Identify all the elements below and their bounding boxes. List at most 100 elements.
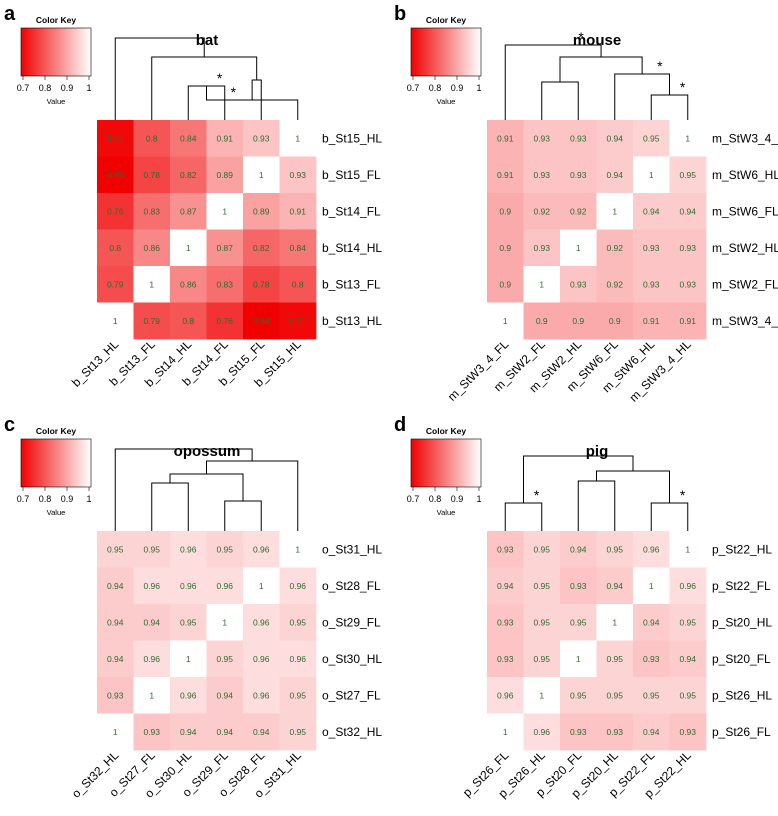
heatmap-cell [669,120,707,157]
heatmap-mouse: 0.91 0.93 0.93 0.94 0.95 10.91 0.93 0.93 0.94 1 0.… [487,120,707,340]
cell-value-label: 0.96 [643,544,660,554]
cell-value-label: 0.93 [497,617,514,627]
heatmap-cell [97,531,134,568]
heatmap-cell [279,266,317,303]
cell-value-label: 0.8 [109,243,121,253]
heatmap-cell [170,640,207,678]
cell-value-label: 0.9 [609,316,621,326]
dendrogram-branch [151,56,258,120]
heatmap-cell [133,713,171,751]
color-key-tick-label: 0.8 [429,494,442,504]
heatmap-cell [279,567,317,605]
heatmap-cell [596,120,634,157]
cell-value-label: 0.68 [107,170,124,180]
heatmap-cell [243,266,280,303]
heatmap-cell [170,302,207,340]
heatmap-cell [170,120,207,157]
cell-value-label: 0.95 [289,727,306,737]
cell-value-label: 0.96 [679,581,696,591]
heatmap-cell [669,193,707,230]
dendrogram-branch [614,73,670,120]
dendrogram-branch [504,44,602,120]
cell-value-label: 0.91 [679,316,696,326]
cell-value-label: 0.91 [497,133,514,143]
dendrogram-branch [650,94,689,120]
color-key-tick-label: 0.9 [61,494,74,504]
cell-value-label: 0.94 [216,690,233,700]
cell-value-label: 0.94 [606,581,623,591]
heatmap-cell [206,531,244,568]
row-label: m_StW3_4_HL [712,131,778,145]
heatmap-cell [279,156,317,194]
cell-value-label: 0.92 [533,206,550,216]
cell-value-label: 1 [259,581,264,591]
cell-value-label: 0.93 [679,279,696,289]
heatmap-cell [560,677,597,714]
cell-value-label: 1 [295,544,300,554]
cell-value-label: 0.94 [107,617,124,627]
heatmap-cell [487,713,524,751]
heatmap-cell [97,677,134,714]
heatmap-cell [523,567,561,605]
heatmap-cell [596,302,634,340]
cell-value-label: 0.95 [679,617,696,627]
significance-star: * [231,84,237,100]
heatmap-cell [560,193,597,230]
row-label: b_St14_HL [322,241,382,255]
heatmap-cell [523,302,561,340]
panel-label-opossum: c [4,414,15,436]
color-key-tick-label: 0.9 [61,83,74,93]
heatmap-cell [523,193,561,230]
cell-value-label: 0.94 [679,206,696,216]
cell-value-label: 0.82 [180,170,197,180]
heatmap-cell [523,229,561,267]
heatmap-cell [669,677,707,714]
cell-value-label: 0.96 [253,544,270,554]
cell-value-label: 0.94 [643,727,660,737]
cell-value-label: 0.93 [497,654,514,664]
color-key-tick-label: 0.9 [451,83,464,93]
heatmap-cell [170,156,207,194]
heatmap-cell [279,229,317,267]
cell-value-label: 0.84 [180,133,197,143]
color-key-value-label: Value [47,508,66,517]
heatmap-cell [487,229,524,267]
heatmap-cell [633,713,670,751]
heatmap-cell [560,120,597,157]
cell-value-label: 0.96 [289,654,306,664]
heatmap-cell [206,640,244,678]
significance-star: * [680,79,686,95]
heatmap-cell [97,229,134,267]
cell-value-label: 1 [612,206,617,216]
heatmap-cell [206,604,244,641]
row-label: m_StW3_4_FL [712,314,778,328]
cell-value-label: 0.96 [216,581,233,591]
heatmap-cell [243,229,280,267]
heatmap-cell [243,567,280,605]
dendrogram-mouse [504,44,689,120]
cell-value-label: 1 [113,727,118,737]
cell-value-label: 0.82 [253,243,270,253]
heatmap-cell [596,604,634,641]
cell-value-label: 1 [649,170,654,180]
color-key-tick-label: 1 [476,494,481,504]
color-key-value-label: Value [437,508,456,517]
chart-title-bat: bat [196,32,219,49]
heatmap-cell [97,193,134,230]
heatmap-cell [669,531,707,568]
dendrogram-branch [650,502,689,531]
cell-value-label: 0.93 [570,133,587,143]
dendrogram-bat [114,37,299,120]
heatmap-cell [560,266,597,303]
cell-value-label: 0.95 [180,617,197,627]
cell-value-label: 0.93 [289,170,306,180]
heatmap-cell [133,302,171,340]
color-key-bar [20,438,92,488]
heatmap-cell [523,713,561,751]
cell-value-label: 1 [539,690,544,700]
heatmap-cell [97,156,134,194]
heatmap-cell [596,266,634,303]
heatmap-pig: 0.93 0.95 0.94 0.95 0.96 1 0.94 0.95 0.93 0.94 1 0.… [487,531,707,751]
heatmap-cell [633,531,670,568]
